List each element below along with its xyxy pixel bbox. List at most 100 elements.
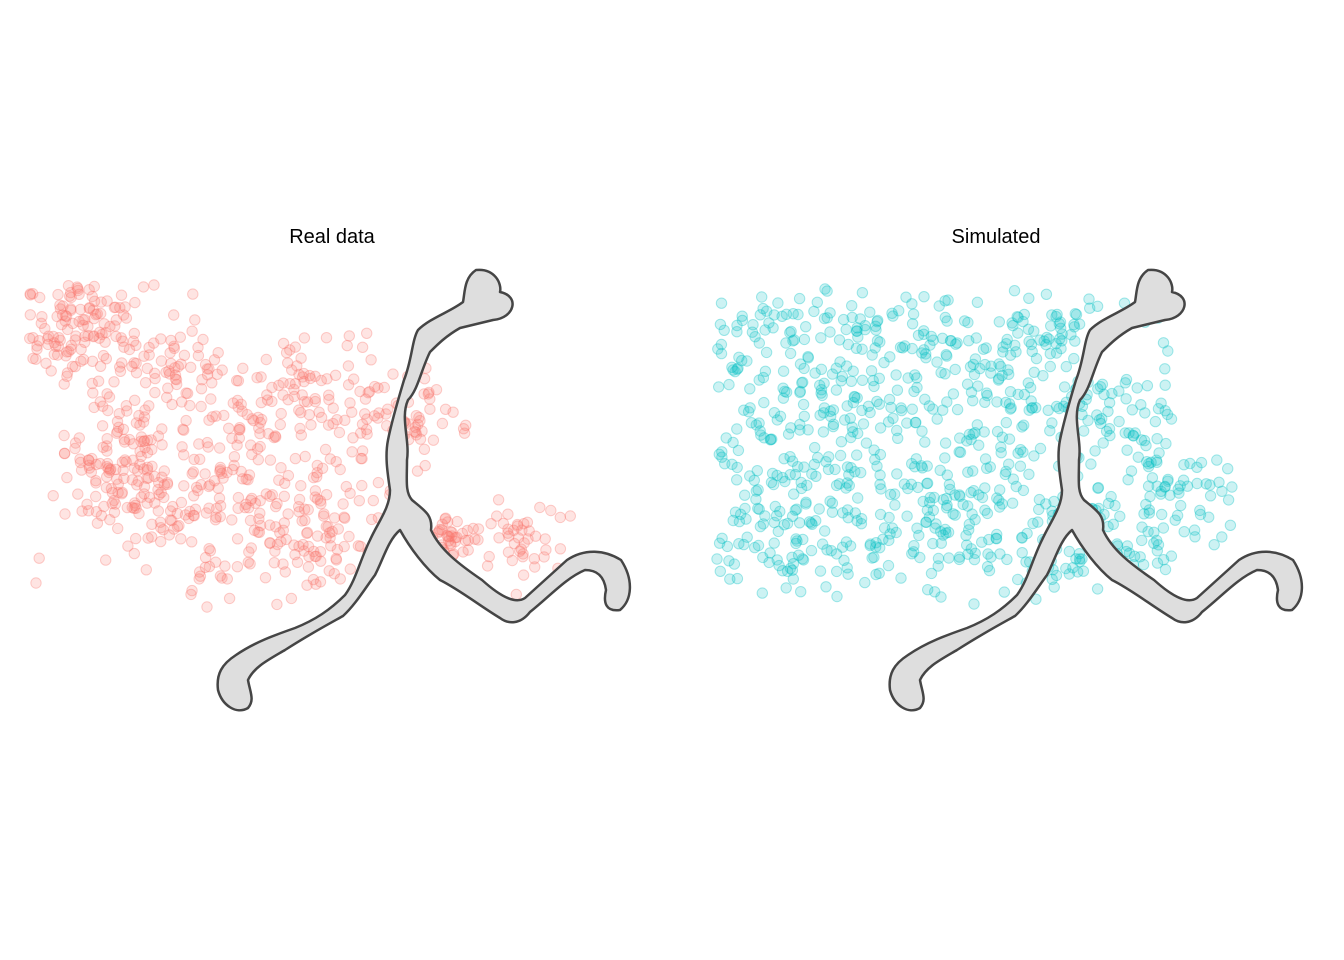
scatter-point bbox=[27, 332, 39, 344]
scatter-point bbox=[727, 514, 739, 527]
scatter-point bbox=[915, 460, 928, 472]
scatter-point bbox=[1189, 531, 1201, 543]
scatter-point bbox=[40, 357, 52, 369]
scatter-point bbox=[996, 498, 1008, 510]
scatter-point bbox=[1014, 444, 1027, 456]
scatter-point bbox=[127, 454, 139, 466]
scatter-point bbox=[1043, 333, 1055, 345]
scatter-point bbox=[197, 333, 209, 346]
scatter-point bbox=[293, 501, 305, 513]
scatter-point bbox=[134, 445, 146, 458]
scatter-point bbox=[115, 289, 128, 301]
scatter-point bbox=[260, 353, 272, 366]
scatter-point bbox=[1162, 475, 1174, 487]
scatter-point bbox=[73, 432, 86, 444]
scatter-point bbox=[418, 443, 431, 455]
scatter-point bbox=[518, 537, 530, 549]
scatter-point bbox=[771, 554, 783, 566]
scatter-point bbox=[57, 300, 69, 312]
scatter-point bbox=[143, 400, 155, 412]
scatter-point bbox=[119, 454, 131, 466]
scatter-point bbox=[204, 479, 216, 491]
scatter-point bbox=[112, 522, 124, 535]
scatter-point bbox=[443, 531, 455, 543]
scatter-point bbox=[320, 332, 333, 344]
scatter-point bbox=[195, 383, 208, 395]
scatter-point bbox=[1092, 482, 1105, 494]
scatter-point bbox=[59, 310, 72, 322]
scatter-point bbox=[1151, 480, 1163, 492]
scatter-point bbox=[361, 428, 373, 440]
scatter-point bbox=[930, 518, 942, 530]
scatter-point bbox=[462, 534, 474, 546]
scatter-point bbox=[784, 469, 796, 481]
scatter-point bbox=[985, 360, 997, 372]
scatter-point bbox=[100, 326, 112, 339]
scatter-point bbox=[944, 483, 956, 496]
scatter-point bbox=[1095, 417, 1107, 430]
scatter-point bbox=[61, 346, 73, 358]
scatter-point bbox=[874, 448, 887, 461]
scatter-point bbox=[733, 538, 745, 550]
scatter-point bbox=[133, 409, 145, 422]
scatter-point bbox=[457, 423, 470, 435]
scatter-point bbox=[954, 432, 966, 444]
scatter-point bbox=[112, 478, 125, 490]
scatter-point bbox=[298, 375, 310, 388]
scatter-point bbox=[906, 403, 919, 415]
scatter-point bbox=[134, 419, 146, 431]
scatter-point bbox=[798, 362, 810, 375]
scatter-point bbox=[1004, 349, 1017, 361]
scatter-point bbox=[817, 426, 830, 438]
scatter-point bbox=[139, 442, 151, 454]
scatter-point bbox=[164, 368, 176, 380]
scatter-point bbox=[720, 432, 732, 444]
scatter-point bbox=[372, 412, 384, 424]
scatter-point bbox=[906, 548, 918, 560]
scatter-point bbox=[324, 527, 336, 539]
scatter-point bbox=[83, 284, 95, 296]
scatter-point bbox=[367, 494, 379, 507]
scatter-point bbox=[909, 416, 922, 429]
scatter-point bbox=[878, 522, 891, 534]
scatter-point bbox=[117, 464, 129, 476]
scatter-point bbox=[824, 307, 836, 319]
scatter-point bbox=[894, 341, 907, 353]
scatter-point bbox=[1070, 553, 1082, 565]
scatter-point bbox=[868, 551, 880, 563]
scatter-point bbox=[328, 512, 341, 524]
scatter-point bbox=[517, 551, 529, 563]
scatter-point bbox=[502, 523, 514, 535]
scatter-point bbox=[146, 531, 158, 543]
scatter-point bbox=[61, 370, 73, 382]
scatter-point bbox=[1155, 485, 1167, 497]
scatter-point bbox=[329, 369, 342, 381]
scatter-point bbox=[1181, 480, 1194, 492]
scatter-point bbox=[1222, 494, 1235, 506]
scatter-point bbox=[245, 494, 257, 506]
scatter-point bbox=[293, 540, 305, 552]
scatter-point bbox=[114, 365, 127, 377]
scatter-point bbox=[935, 366, 947, 379]
scatter-point bbox=[1051, 308, 1063, 321]
scatter-point bbox=[187, 509, 200, 522]
scatter-point bbox=[797, 554, 810, 566]
scatter-point bbox=[1010, 480, 1022, 493]
scatter-point bbox=[188, 453, 200, 466]
scatter-point bbox=[929, 522, 941, 534]
scatter-point bbox=[449, 532, 461, 544]
scatter-point bbox=[974, 362, 986, 375]
scatter-point bbox=[1010, 346, 1022, 358]
scatter-point bbox=[35, 317, 47, 329]
scatter-point bbox=[1148, 537, 1160, 549]
scatter-point bbox=[69, 442, 81, 455]
scatter-point bbox=[738, 538, 750, 551]
scatter-point bbox=[918, 325, 930, 337]
scatter-point bbox=[244, 514, 257, 527]
scatter-point bbox=[965, 486, 977, 499]
scatter-point bbox=[1100, 425, 1113, 437]
scatter-point bbox=[1084, 302, 1096, 314]
scatter-point bbox=[758, 432, 770, 444]
scatter-point bbox=[192, 349, 205, 362]
scatter-point bbox=[138, 463, 150, 475]
